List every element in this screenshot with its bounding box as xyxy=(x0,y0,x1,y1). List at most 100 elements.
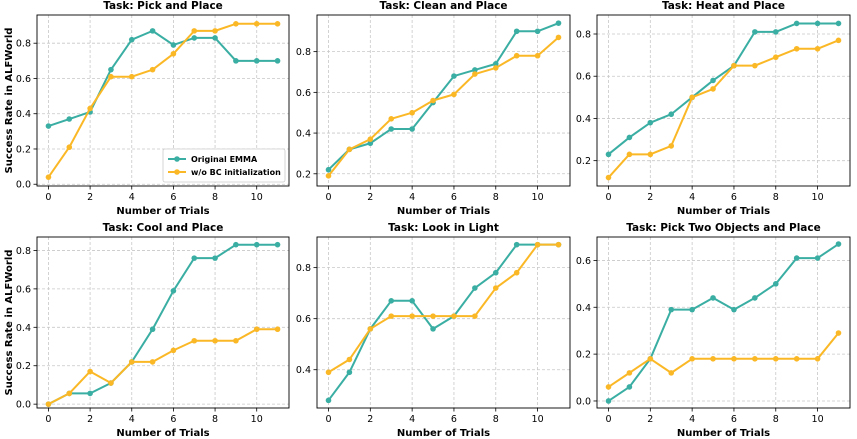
data-point xyxy=(346,369,353,376)
data-point xyxy=(170,42,177,48)
data-point xyxy=(710,356,716,362)
data-point xyxy=(253,326,260,333)
data-point xyxy=(45,401,52,407)
legend-label: w/o BC initialization xyxy=(191,168,281,177)
data-point xyxy=(253,21,260,27)
data-point xyxy=(555,20,562,26)
x-tick-label: 8 xyxy=(212,192,218,203)
data-point xyxy=(108,380,114,386)
axes-frame xyxy=(316,14,571,187)
data-point xyxy=(668,143,675,149)
y-tick-label: 0.6 xyxy=(296,314,311,325)
x-tick-label: 8 xyxy=(493,192,499,203)
data-point xyxy=(367,140,374,147)
data-point xyxy=(233,58,239,64)
data-point xyxy=(605,398,612,404)
data-point xyxy=(149,326,156,333)
x-axis-label: Number of Trials xyxy=(677,428,770,439)
axes-frame xyxy=(36,236,290,409)
data-point xyxy=(191,255,198,261)
data-point xyxy=(835,20,842,27)
data-point xyxy=(451,91,457,98)
x-tick-label: 2 xyxy=(647,192,653,203)
series-line-original-emma xyxy=(47,243,278,406)
data-point xyxy=(731,306,737,313)
data-point xyxy=(149,28,156,34)
y-tick-label: 0.8 xyxy=(16,39,31,50)
data-point xyxy=(835,330,842,336)
y-tick-label: 0.8 xyxy=(16,246,31,257)
data-point xyxy=(451,73,457,79)
data-point xyxy=(647,356,654,362)
chart-title: Task: Heat and Place xyxy=(662,0,785,12)
data-point xyxy=(647,119,654,126)
data-point xyxy=(534,28,541,35)
y-axis-label: Success Rate in ALFWorld xyxy=(4,250,15,396)
data-point xyxy=(626,384,633,390)
data-point xyxy=(513,269,520,276)
data-point xyxy=(388,126,395,132)
data-point xyxy=(835,37,842,44)
data-point xyxy=(66,390,73,397)
y-tick-label: 0.4 xyxy=(16,323,31,334)
data-point xyxy=(752,295,758,301)
data-point xyxy=(367,136,374,142)
legend-marker xyxy=(174,169,180,175)
axes-frame xyxy=(36,14,290,187)
data-point xyxy=(388,298,395,304)
x-tick-label: 2 xyxy=(367,192,373,203)
x-tick-label: 6 xyxy=(731,414,737,425)
y-tick-label: 0.4 xyxy=(576,303,591,314)
chart-panel-1: 0 2 4 6 8 10 0.0 0.2 0.4 0.6 0.8 Task: Pick and Pla… xyxy=(4,0,290,217)
data-point xyxy=(346,356,353,363)
y-tick-label: 0.0 xyxy=(16,400,31,411)
data-point xyxy=(212,28,218,34)
data-point xyxy=(45,123,52,129)
x-tick-label: 10 xyxy=(251,192,263,203)
data-point xyxy=(689,306,695,313)
x-tick-label: 6 xyxy=(451,414,457,425)
data-point xyxy=(149,66,156,73)
data-point xyxy=(325,173,332,179)
data-point xyxy=(710,295,716,301)
legend-marker xyxy=(174,156,180,162)
x-tick-label: 4 xyxy=(409,192,415,203)
data-point xyxy=(492,269,499,276)
x-tick-label: 6 xyxy=(170,414,176,425)
y-tick-label: 0.2 xyxy=(16,361,31,372)
data-point xyxy=(626,134,633,141)
chart-title: Task: Cool and Place xyxy=(103,222,224,234)
data-point xyxy=(253,58,260,64)
data-point xyxy=(472,313,478,319)
data-point xyxy=(346,146,353,153)
x-tick-label: 8 xyxy=(493,414,499,425)
data-point xyxy=(388,313,395,319)
data-point xyxy=(128,36,135,43)
data-point xyxy=(170,50,177,57)
y-tick-label: 0.6 xyxy=(16,284,31,295)
data-point xyxy=(793,45,800,52)
y-tick-label: 0.6 xyxy=(576,72,591,83)
data-point xyxy=(793,20,800,27)
data-point xyxy=(233,337,239,344)
x-tick-label: 0 xyxy=(325,414,331,425)
y-tick-label: 0.0 xyxy=(16,180,31,191)
data-point xyxy=(191,35,198,41)
data-point xyxy=(170,287,177,294)
data-point xyxy=(472,285,478,291)
x-tick-label: 10 xyxy=(532,192,544,203)
x-tick-label: 4 xyxy=(129,414,135,425)
y-tick-label: 0.4 xyxy=(16,109,31,120)
x-tick-label: 6 xyxy=(731,192,737,203)
data-point xyxy=(430,97,436,104)
data-point xyxy=(191,28,198,34)
data-point xyxy=(513,241,520,248)
series-line-wo-bc-init xyxy=(327,243,559,374)
data-point xyxy=(772,54,779,61)
data-point xyxy=(233,21,239,27)
x-tick-label: 6 xyxy=(451,192,457,203)
x-tick-label: 10 xyxy=(812,414,824,425)
data-point xyxy=(409,298,415,304)
data-point xyxy=(555,241,562,248)
data-point xyxy=(191,337,198,344)
